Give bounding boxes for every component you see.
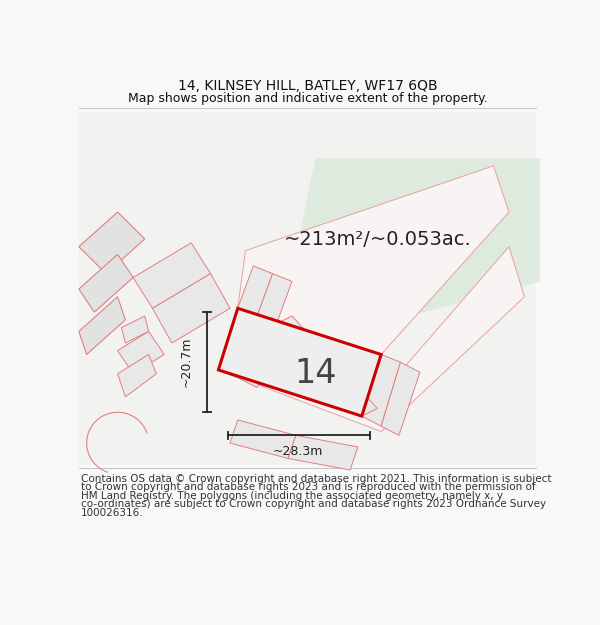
Polygon shape [362, 354, 401, 426]
Polygon shape [218, 308, 257, 378]
Polygon shape [79, 297, 125, 354]
Polygon shape [277, 316, 377, 416]
Polygon shape [79, 254, 133, 312]
Polygon shape [218, 247, 524, 431]
Polygon shape [238, 316, 277, 388]
Text: Contains OS data © Crown copyright and database right 2021. This information is : Contains OS data © Crown copyright and d… [81, 474, 552, 484]
Polygon shape [230, 420, 296, 459]
Text: Map shows position and indicative extent of the property.: Map shows position and indicative extent… [128, 92, 487, 104]
Polygon shape [292, 158, 540, 335]
Polygon shape [118, 331, 164, 374]
Text: co-ordinates) are subject to Crown copyright and database rights 2023 Ordnance S: co-ordinates) are subject to Crown copyr… [81, 499, 547, 509]
Text: 14: 14 [294, 357, 337, 390]
Polygon shape [288, 436, 358, 470]
Text: ~28.3m: ~28.3m [273, 446, 323, 458]
Text: to Crown copyright and database rights 2023 and is reproduced with the permissio: to Crown copyright and database rights 2… [81, 482, 536, 492]
Polygon shape [152, 274, 230, 343]
Polygon shape [218, 308, 381, 416]
Polygon shape [133, 243, 211, 308]
Text: 100026316.: 100026316. [81, 508, 144, 518]
Polygon shape [257, 274, 292, 324]
Polygon shape [79, 212, 145, 274]
Polygon shape [121, 316, 149, 343]
Polygon shape [238, 166, 509, 354]
Text: HM Land Registry. The polygons (including the associated geometry, namely x, y: HM Land Registry. The polygons (includin… [81, 491, 503, 501]
Polygon shape [238, 266, 272, 316]
Polygon shape [381, 362, 420, 436]
Text: ~213m²/~0.053ac.: ~213m²/~0.053ac. [284, 229, 472, 249]
Polygon shape [118, 354, 157, 397]
Text: ~20.7m: ~20.7m [180, 337, 193, 388]
Text: 14, KILNSEY HILL, BATLEY, WF17 6QB: 14, KILNSEY HILL, BATLEY, WF17 6QB [178, 79, 437, 92]
Bar [79, 112, 536, 464]
